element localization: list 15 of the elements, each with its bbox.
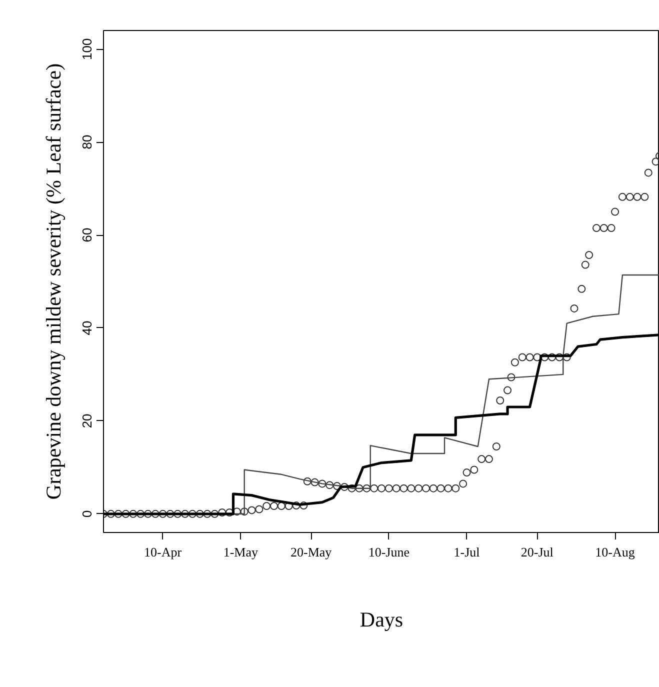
- y-tick-label: 60: [80, 228, 94, 242]
- y-axis-title: Grapevine downy mildew severity (% Leaf surface): [42, 63, 66, 500]
- x-axis-title: Days: [360, 608, 404, 632]
- x-tick-label: 10-Apr: [144, 544, 182, 560]
- x-tick-label: 20-Jul: [520, 544, 554, 560]
- x-tick-label: 1-Jul: [454, 544, 480, 560]
- x-tick-label: 10-June: [368, 544, 410, 560]
- x-tick-label: 20-May: [290, 544, 332, 560]
- y-tick-label: 20: [80, 414, 94, 428]
- x-tick-label: 10-Aug: [595, 544, 636, 560]
- y-tick-label: 100: [80, 38, 94, 60]
- y-tick-label: 0: [80, 510, 94, 518]
- y-tick-label: 80: [80, 134, 94, 150]
- y-tick-label: 40: [80, 320, 94, 336]
- x-tick-label: 1-May: [223, 544, 258, 560]
